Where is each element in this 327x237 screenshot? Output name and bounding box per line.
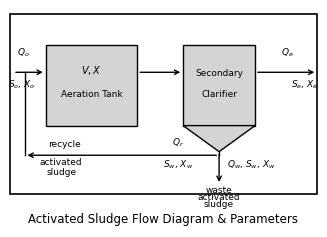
Text: sludge: sludge <box>204 200 234 209</box>
Text: $Q_w$, $S_w$, $X_w$: $Q_w$, $S_w$, $X_w$ <box>227 159 276 171</box>
Text: $S_w$, $X_w$: $S_w$, $X_w$ <box>163 159 193 171</box>
Bar <box>10 14 317 194</box>
Text: $S_o$, $X_o$: $S_o$, $X_o$ <box>8 78 35 91</box>
Text: waste: waste <box>206 186 232 195</box>
Text: $Q_e$: $Q_e$ <box>282 47 294 59</box>
Text: $V, X$: $V, X$ <box>81 64 102 77</box>
Text: $S_e$, $X_e$: $S_e$, $X_e$ <box>291 78 318 91</box>
Text: activated: activated <box>40 158 83 167</box>
Bar <box>46 45 137 126</box>
Polygon shape <box>183 126 255 152</box>
Text: $Q_o$: $Q_o$ <box>17 47 30 59</box>
Text: Secondary: Secondary <box>195 69 243 78</box>
Text: Aeration Tank: Aeration Tank <box>61 91 122 100</box>
Text: sludge: sludge <box>46 168 77 177</box>
Text: $Q_r$: $Q_r$ <box>172 137 184 149</box>
Bar <box>183 45 255 126</box>
Text: Activated Sludge Flow Diagram & Parameters: Activated Sludge Flow Diagram & Paramete… <box>28 213 299 226</box>
Text: activated: activated <box>198 193 240 202</box>
Text: Clarifier: Clarifier <box>201 91 237 100</box>
Text: recycle: recycle <box>48 140 81 149</box>
